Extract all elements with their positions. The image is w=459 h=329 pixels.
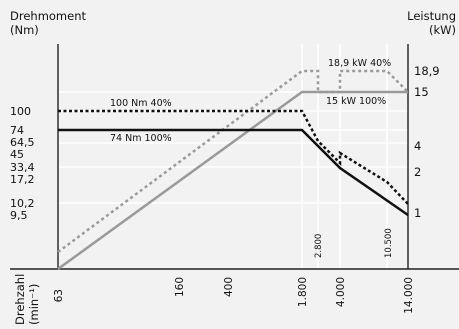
y-right-tick-4: 4 xyxy=(414,139,421,153)
series-15-kw-100 xyxy=(57,90,408,271)
right-axis-title-line-2: (kW) xyxy=(429,23,456,37)
y-left-tick-64-5: 64,5 xyxy=(10,136,35,149)
x-ticks: 63 160 400 1.800 4.000 14.000 2.800 10.5… xyxy=(53,228,415,314)
series-74-nm-100 xyxy=(58,128,409,217)
annotation-100-nm-40: 100 Nm 40% xyxy=(110,98,172,109)
right-y-ticks: 18,9 15 4 2 1 xyxy=(414,64,440,220)
x-tick-4000: 4.000 xyxy=(335,277,347,307)
left-axis-title-line-1: Drehmoment xyxy=(10,9,86,23)
x-tick-400: 400 xyxy=(223,277,235,297)
axis-titles: Drehmoment (Nm) Leistung (kW) Drehzahl (… xyxy=(10,9,456,325)
x-tick-10500: 10.500 xyxy=(384,228,394,258)
x-tick-63: 63 xyxy=(53,289,65,302)
annotation-15-kw-100: 15 kW 100% xyxy=(326,96,386,107)
x-axis-title-line-2: (min⁻¹) xyxy=(27,284,41,325)
y-left-tick-10-2: 10,2 xyxy=(10,197,35,210)
y-right-tick-15: 15 xyxy=(414,85,429,99)
x-axis-title-line-1: Drehzahl xyxy=(13,274,27,325)
y-left-tick-17-2: 17,2 xyxy=(10,173,35,186)
chart-background xyxy=(58,44,408,269)
annotations: 100 Nm 40% 74 Nm 100% 18,9 kW 40% 15 kW … xyxy=(110,58,391,144)
series xyxy=(57,69,409,271)
x-tick-160: 160 xyxy=(174,277,186,297)
right-axis-title-line-1: Leistung xyxy=(407,9,456,23)
series-100-nm-40 xyxy=(58,109,409,205)
y-left-tick-33-4: 33,4 xyxy=(10,161,35,174)
y-left-tick-100: 100 xyxy=(10,105,31,118)
y-right-tick-18-9: 18,9 xyxy=(414,64,440,78)
series-18-9-kw-40 xyxy=(57,69,409,254)
y-left-tick-9-5: 9,5 xyxy=(10,209,28,222)
annotation-18-9-kw-40: 18,9 kW 40% xyxy=(328,58,391,69)
y-right-tick-2: 2 xyxy=(414,165,421,179)
x-tick-14000: 14.000 xyxy=(403,277,415,314)
y-left-tick-74: 74 xyxy=(10,124,24,137)
left-axis-title-line-2: (Nm) xyxy=(10,23,39,37)
x-tick-2800: 2.800 xyxy=(314,234,324,258)
y-left-tick-45: 45 xyxy=(10,148,24,161)
left-y-ticks: 100 74 64,5 45 33,4 17,2 10,2 9,5 xyxy=(10,105,35,222)
annotation-74-nm-100: 74 Nm 100% xyxy=(110,133,172,144)
plot-area xyxy=(58,44,408,269)
axes xyxy=(10,44,459,270)
x-tick-1800: 1.800 xyxy=(297,277,309,307)
y-right-tick-1: 1 xyxy=(414,206,421,220)
